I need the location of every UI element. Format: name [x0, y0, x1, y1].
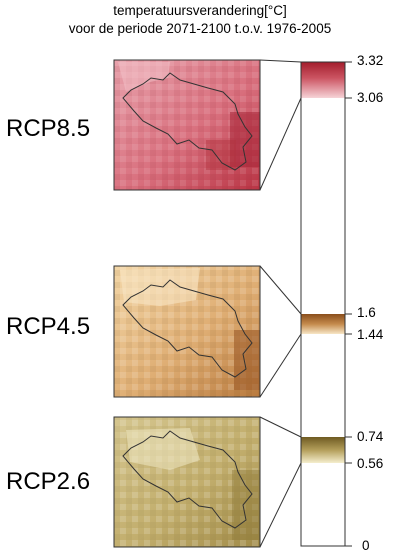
- colorbar-frame: [300, 61, 346, 547]
- tick-label-0-74: 0.74: [357, 429, 384, 444]
- tick-label-1-6: 1.6: [357, 305, 376, 320]
- connector-lines: [259, 59, 302, 548]
- map-rcp26: [113, 416, 261, 548]
- colorbar-band-rcp85: [301, 62, 345, 98]
- colorbar-band-rcp26: [301, 437, 345, 463]
- scenario-label-rcp45: RCP4.5: [6, 313, 91, 340]
- belgium-outline-rcp85: [122, 72, 253, 171]
- colorbar-ticks: [345, 61, 352, 547]
- tick-label-3-06: 3.06: [357, 90, 384, 105]
- belgium-outline-rcp26: [122, 430, 253, 529]
- colorbar-band-rcp45: [301, 314, 345, 334]
- tick-label-0: 0: [362, 538, 370, 553]
- tick-label-0-56: 0.56: [357, 456, 384, 471]
- tick-label-3-32: 3.32: [357, 53, 384, 68]
- figure-title-line1: temperatuursverandering[°C]: [113, 3, 287, 18]
- tick-label-1-44: 1.44: [357, 327, 384, 342]
- scenario-label-rcp85: RCP8.5: [6, 115, 91, 142]
- belgium-outline-rcp45: [122, 279, 253, 378]
- scenario-label-rcp26: RCP2.6: [6, 468, 91, 495]
- map-rcp45: [113, 265, 261, 398]
- figure-title-line2: voor de periode 2071-2100 t.o.v. 1976-20…: [68, 21, 332, 36]
- map-rcp85: [113, 59, 261, 191]
